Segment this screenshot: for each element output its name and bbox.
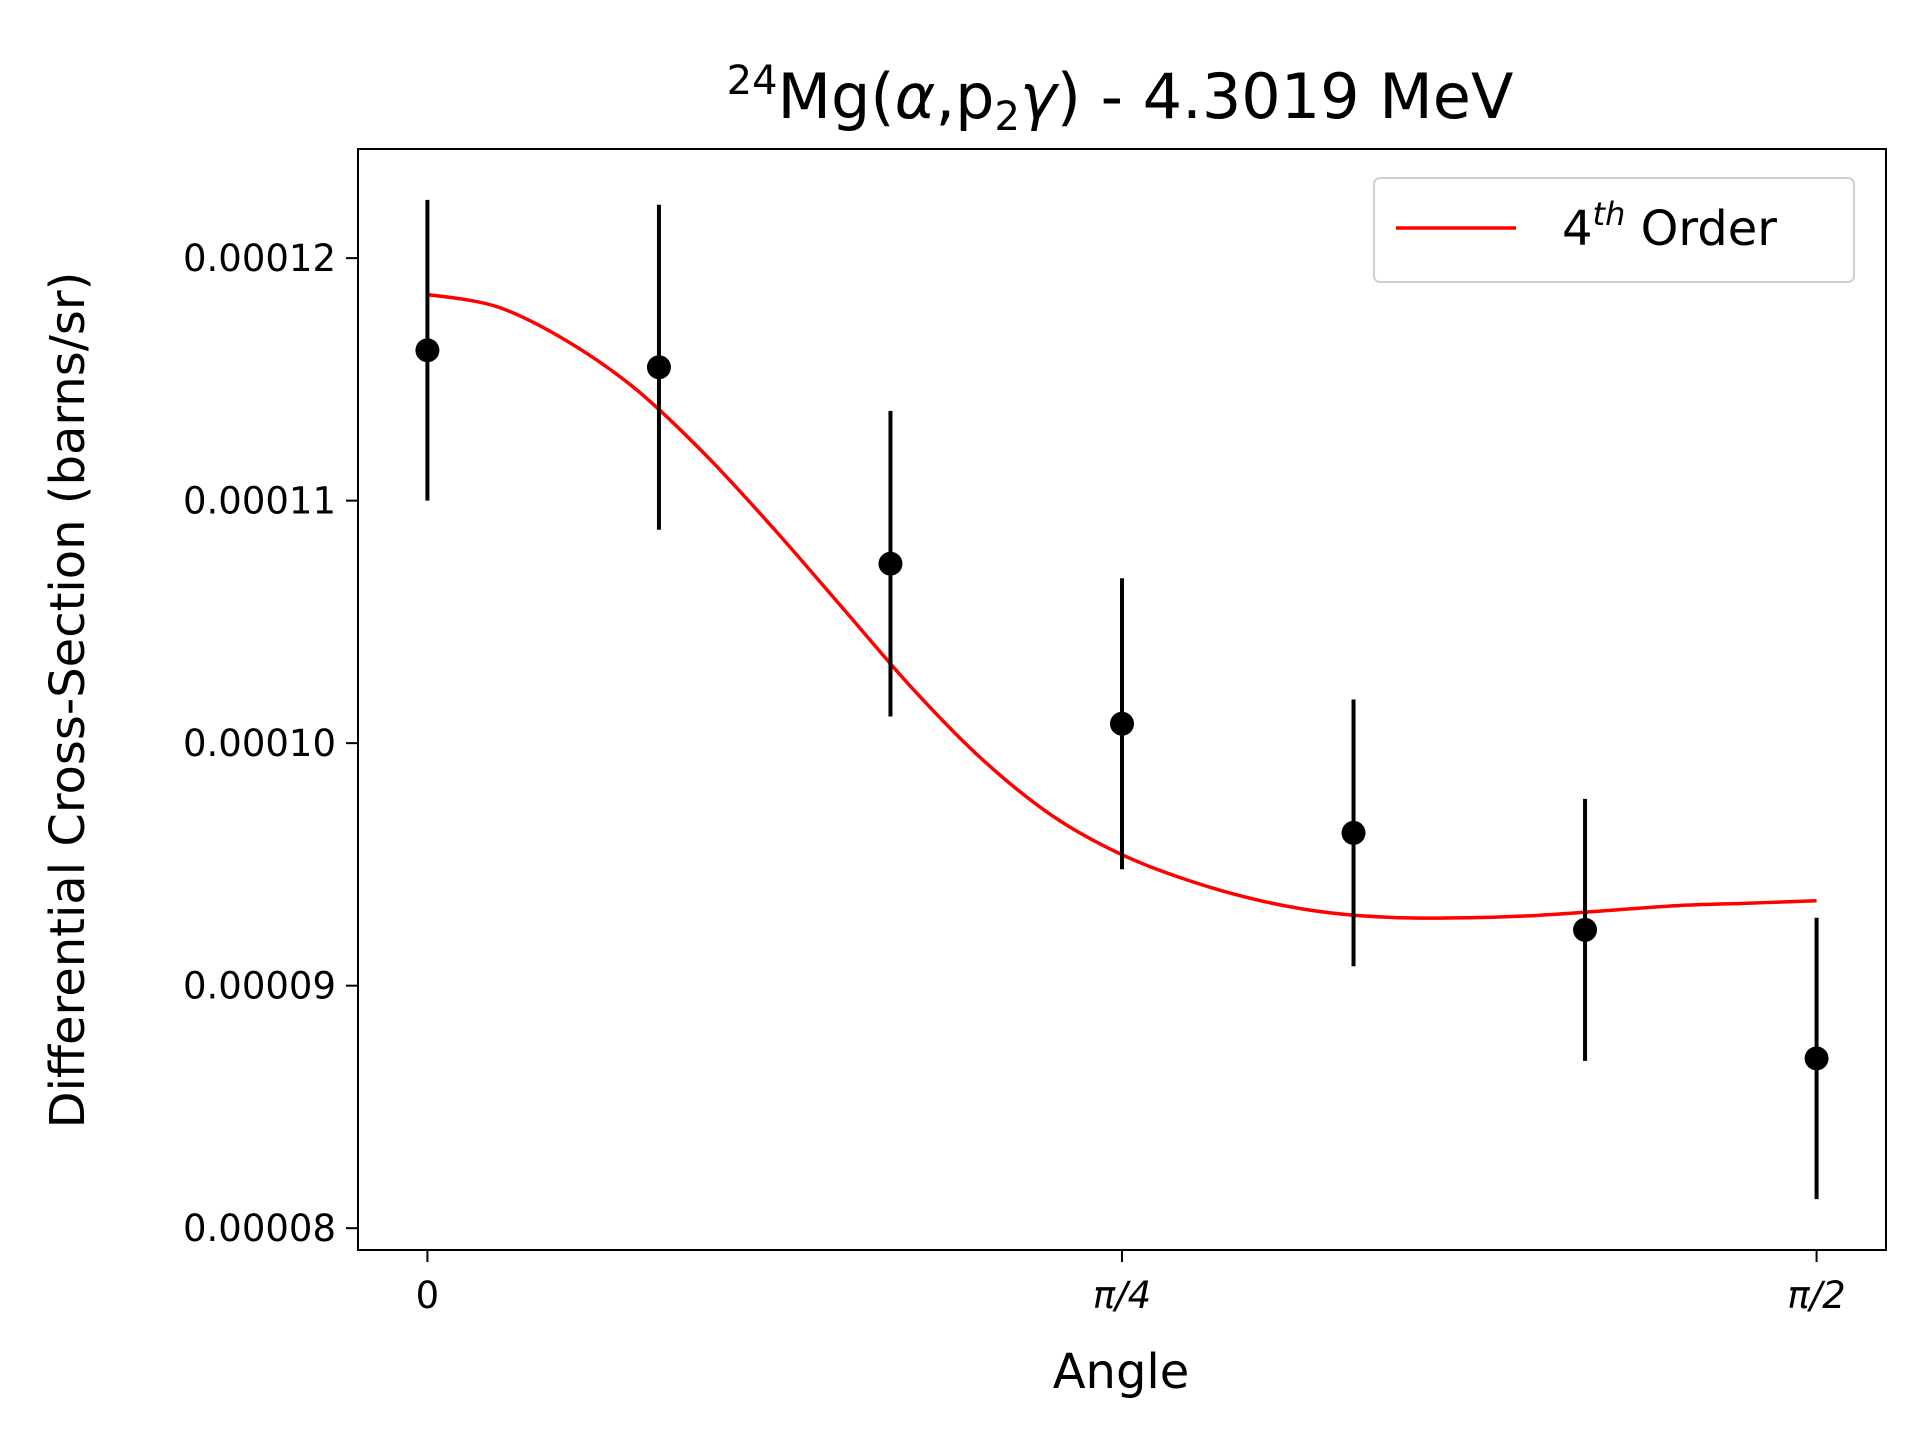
error-bars <box>425 199 1819 1200</box>
data-point <box>1341 820 1366 845</box>
x-axis-label: Angle <box>1053 1344 1190 1400</box>
x-axis: 0 π/4 π/2 <box>416 1250 1846 1317</box>
x-tick-label: π/2 <box>1787 1274 1845 1317</box>
chart-title: 24Mg(α,p2γ) - 4.3019 MeV <box>727 58 1514 140</box>
x-tick-label: 0 <box>416 1274 440 1317</box>
y-tick-label: 0.00011 <box>183 480 336 523</box>
y-axis-label: Differential Cross-Section (barns/sr) <box>40 272 96 1129</box>
data-point <box>415 338 440 363</box>
y-axis: 0.00008 0.00009 0.00010 0.00011 0.00012 <box>183 237 358 1250</box>
y-tick-label: 0.00008 <box>183 1207 336 1250</box>
legend-box <box>1373 177 1855 283</box>
data-point <box>1110 711 1134 736</box>
data-point <box>878 551 903 576</box>
data-point <box>646 355 671 380</box>
data-point <box>1573 917 1598 942</box>
y-tick-label: 0.00012 <box>183 237 336 280</box>
legend: 4th Order <box>1373 177 1855 283</box>
data-point <box>1804 1046 1829 1071</box>
y-tick-label: 0.00010 <box>183 722 336 765</box>
legend-label: 4th Order <box>1562 195 1777 257</box>
x-tick-label: π/4 <box>1093 1274 1151 1317</box>
y-tick-label: 0.00009 <box>183 965 336 1008</box>
data-points <box>415 338 1829 1071</box>
